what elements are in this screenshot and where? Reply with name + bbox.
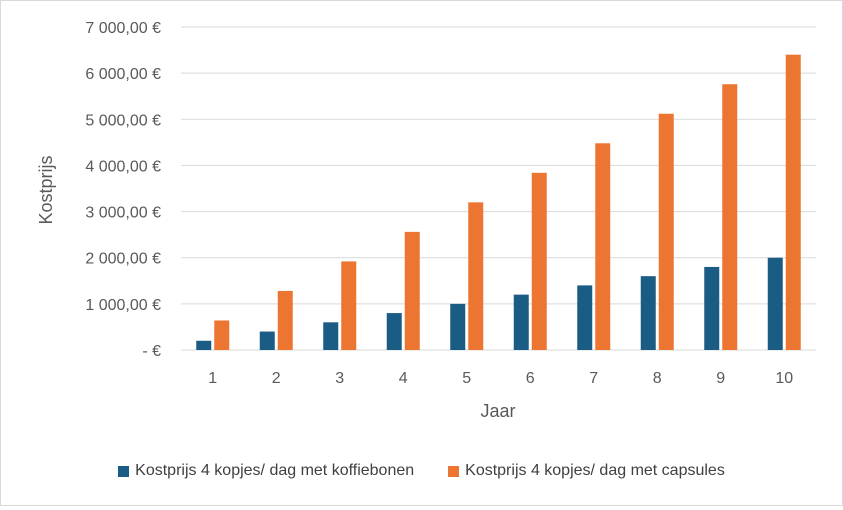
x-tick-label: 10 [775, 370, 793, 387]
x-tick-label: 9 [716, 370, 725, 387]
legend-label-capsules: Kostprijs 4 kopjes/ dag met capsules [465, 462, 725, 479]
bar-capsules [468, 202, 484, 350]
x-tick-label: 3 [335, 370, 344, 387]
bar-koffiebonen [704, 266, 720, 350]
bar-capsules [785, 54, 801, 350]
x-tick-label: 5 [462, 370, 471, 387]
bar-capsules [595, 143, 611, 350]
bar-capsules [277, 290, 293, 350]
bar-capsules [341, 261, 357, 350]
bar-koffiebonen [767, 257, 783, 350]
bar-koffiebonen [513, 294, 529, 350]
y-tick-label: 6 000,00 € [85, 66, 161, 83]
y-tick-label: 2 000,00 € [85, 251, 161, 268]
bar-koffiebonen [323, 322, 339, 350]
y-tick-label: 1 000,00 € [85, 297, 161, 314]
bar-capsules [531, 172, 547, 350]
legend-label-koffiebonen: Kostprijs 4 kopjes/ dag met koffiebonen [135, 462, 415, 479]
bars [196, 54, 801, 351]
x-tick-label: 2 [272, 370, 281, 387]
x-tick-labels: 1 2 3 4 5 6 7 8 9 10 [208, 370, 793, 387]
bar-koffiebonen [259, 331, 275, 350]
bar-capsules [658, 113, 674, 351]
y-tick-label: 4 000,00 € [85, 158, 161, 175]
gridlines [181, 26, 816, 351]
bar-koffiebonen [450, 303, 466, 350]
x-tick-label: 8 [653, 370, 662, 387]
legend-swatch-capsules [448, 465, 460, 477]
legend-item-capsules: Kostprijs 4 kopjes/ dag met capsules [448, 462, 725, 480]
x-tick-label: 6 [526, 370, 535, 387]
y-tick-label: 5 000,00 € [85, 112, 161, 129]
bar-koffiebonen [386, 313, 402, 350]
x-axis-label: Jaar [480, 401, 515, 421]
x-tick-label: 1 [208, 370, 217, 387]
y-tick-label: 7 000,00 € [85, 20, 161, 37]
y-tick-label: - € [142, 343, 161, 360]
legend: Kostprijs 4 kopjes/ dag met koffiebonen … [1, 462, 842, 480]
y-axis-label: Kostprijs [36, 155, 56, 224]
x-tick-label: 7 [589, 370, 598, 387]
bar-koffiebonen [577, 285, 593, 350]
bar-capsules [214, 320, 230, 350]
bar-koffiebonen [640, 276, 656, 350]
bar-koffiebonen [196, 340, 212, 350]
y-tick-labels: - € 1 000,00 € 2 000,00 € 3 000,00 € 4 000,0… [85, 20, 161, 360]
bar-capsules [722, 84, 738, 351]
legend-swatch-koffiebonen [118, 465, 130, 477]
legend-item-koffiebonen: Kostprijs 4 kopjes/ dag met koffiebonen [118, 462, 414, 480]
y-tick-label: 3 000,00 € [85, 205, 161, 222]
x-tick-label: 4 [399, 370, 408, 387]
bar-capsules [404, 231, 420, 350]
